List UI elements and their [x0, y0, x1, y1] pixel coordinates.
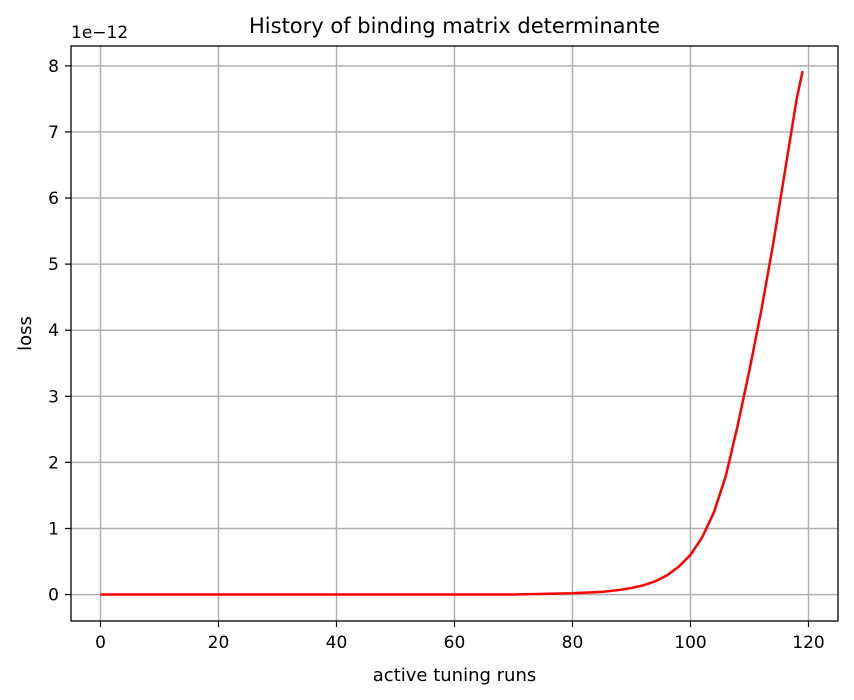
x-tick-label: 80: [562, 633, 584, 653]
y-tick-label: 6: [48, 189, 59, 209]
y-tick-label: 8: [48, 57, 59, 77]
y-axis-label: loss: [15, 316, 36, 351]
x-tick-label: 40: [326, 633, 348, 653]
y-tick-label: 2: [48, 453, 59, 473]
x-tick-label: 20: [208, 633, 230, 653]
series-line: [100, 70, 804, 596]
y-axis: 0 1 2 3 4 5 6 7 8: [48, 57, 71, 606]
y-tick-label: 0: [48, 586, 59, 606]
x-axis-label: active tuning runs: [373, 665, 536, 686]
y-tick-label: 3: [48, 387, 59, 407]
x-tick-label: 120: [792, 633, 824, 653]
y-tick-label: 1: [48, 519, 59, 539]
series-layer: [100, 70, 804, 596]
x-tick-label: 100: [674, 633, 706, 653]
x-axis: 0 20 40 60 80 100 120: [95, 621, 825, 653]
x-tick-label: 0: [95, 633, 106, 653]
x-tick-label: 60: [444, 633, 466, 653]
y-tick-label: 7: [48, 123, 59, 143]
y-tick-label: 5: [48, 255, 59, 275]
y-tick-label: 4: [48, 321, 59, 341]
chart-title: History of binding matrix determinante: [249, 14, 660, 38]
y-axis-offset-label: 1e−12: [71, 23, 128, 43]
grid: [71, 46, 838, 621]
